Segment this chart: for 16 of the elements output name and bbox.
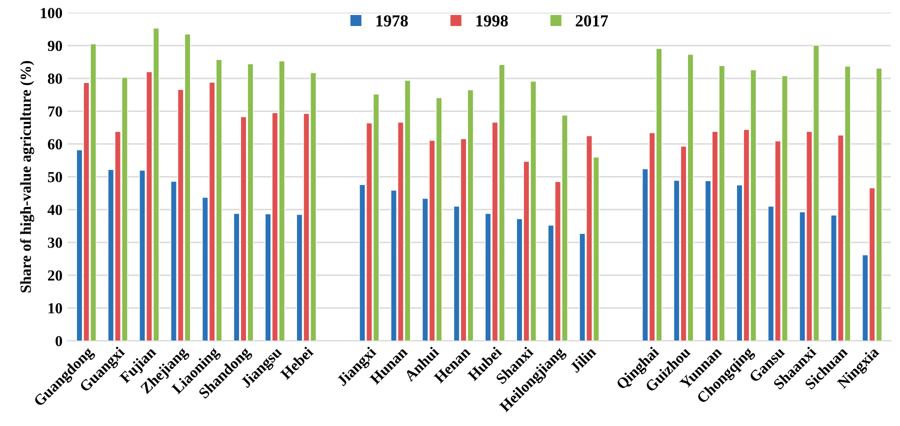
y-tick-label: 30: [48, 238, 62, 248]
x-tick-label: Jilin: [569, 346, 597, 374]
y-tick-label: 60: [48, 139, 62, 150]
legend-label: 1998: [476, 15, 508, 26]
y-tick-label: 70: [48, 106, 62, 117]
y-tick-label: 40: [48, 204, 62, 216]
y-tick-label: 0: [56, 336, 62, 346]
y-tick-label: 10: [48, 303, 62, 314]
legend-label: 1978: [376, 15, 408, 26]
legend-label: 2017: [576, 15, 608, 26]
y-tick-label: 50: [48, 172, 62, 182]
y-tick-label: 80: [48, 74, 62, 84]
y-tick-label: 100: [40, 8, 62, 18]
y-tick-label: 90: [48, 40, 62, 52]
y-tick-label: 20: [48, 270, 62, 281]
y-axis-title: Share of high-value agriculture (%): [20, 61, 34, 292]
